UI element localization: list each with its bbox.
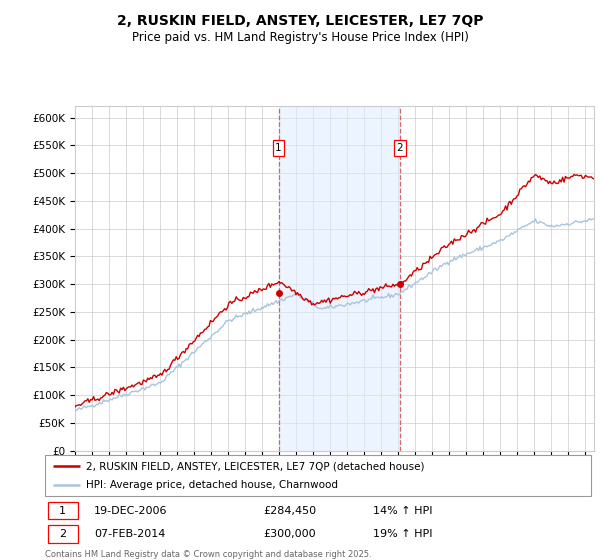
Text: £300,000: £300,000	[263, 529, 316, 539]
Text: 2: 2	[397, 143, 403, 153]
Bar	[278, 106, 400, 451]
FancyBboxPatch shape	[48, 502, 78, 519]
Text: £284,450: £284,450	[263, 506, 317, 516]
Text: 07-FEB-2014: 07-FEB-2014	[94, 529, 166, 539]
Text: HPI: Average price, detached house, Charnwood: HPI: Average price, detached house, Char…	[86, 480, 338, 489]
Text: 2, RUSKIN FIELD, ANSTEY, LEICESTER, LE7 7QP: 2, RUSKIN FIELD, ANSTEY, LEICESTER, LE7 …	[117, 14, 483, 28]
FancyBboxPatch shape	[45, 455, 591, 496]
Text: 1: 1	[59, 506, 66, 516]
Text: Contains HM Land Registry data © Crown copyright and database right 2025.
This d: Contains HM Land Registry data © Crown c…	[45, 550, 371, 560]
FancyBboxPatch shape	[48, 525, 78, 543]
Text: 19% ↑ HPI: 19% ↑ HPI	[373, 529, 432, 539]
Text: 19-DEC-2006: 19-DEC-2006	[94, 506, 167, 516]
Text: 1: 1	[275, 143, 282, 153]
Text: Price paid vs. HM Land Registry's House Price Index (HPI): Price paid vs. HM Land Registry's House …	[131, 31, 469, 44]
Text: 14% ↑ HPI: 14% ↑ HPI	[373, 506, 432, 516]
Text: 2: 2	[59, 529, 66, 539]
Text: 2, RUSKIN FIELD, ANSTEY, LEICESTER, LE7 7QP (detached house): 2, RUSKIN FIELD, ANSTEY, LEICESTER, LE7 …	[86, 461, 424, 471]
